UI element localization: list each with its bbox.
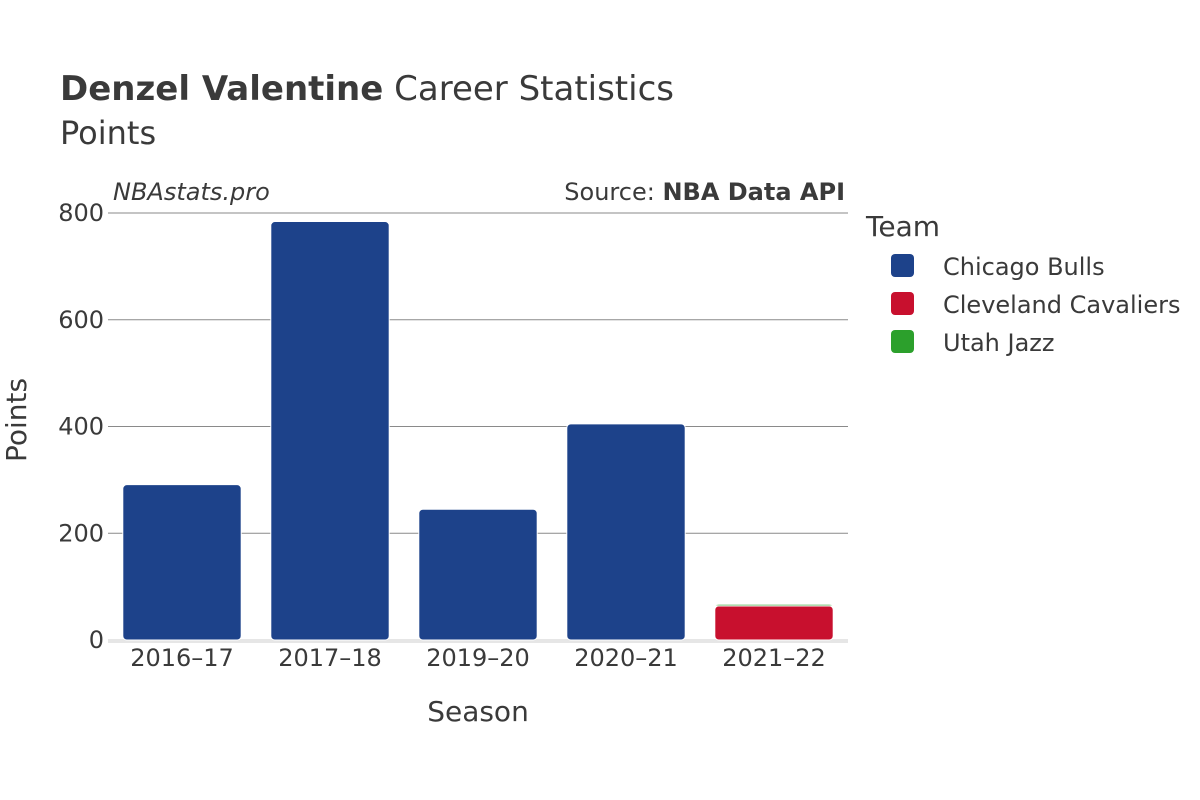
x-tick-label: 2019–20 — [426, 644, 530, 672]
y-tick-label: 800 — [58, 199, 104, 227]
x-tick-label: 2021–22 — [722, 644, 826, 672]
bars — [122, 221, 834, 641]
title-suffix — [383, 69, 394, 109]
bar-utah-jazz — [714, 603, 834, 607]
player-name: Denzel Valentine — [60, 69, 383, 109]
source-prefix: Source: — [564, 178, 662, 206]
legend-label: Utah Jazz — [943, 329, 1055, 357]
bar-chicago-bulls — [122, 484, 242, 641]
legend-items: Chicago Bulls Cleveland Cavaliers Utah Jaz… — [891, 253, 1180, 357]
legend-swatch — [891, 292, 914, 315]
y-axis-title: Points — [0, 378, 33, 462]
x-tick-label: 2020–21 — [574, 644, 678, 672]
source-name: NBA Data API — [662, 178, 845, 206]
y-tick-label: 0 — [89, 626, 104, 654]
x-axis-title: Season — [427, 695, 529, 728]
x-tick-label: 2017–18 — [278, 644, 382, 672]
y-axis-ticks: 0 200 400 600 800 — [58, 199, 104, 654]
chart-title: Denzel Valentine Career Statistics — [60, 69, 674, 109]
watermark: NBAstats.pro — [113, 178, 270, 206]
y-tick-label: 200 — [58, 519, 104, 547]
gridlines — [108, 212, 848, 643]
legend: Team Chicago Bulls Cleveland Cavaliers Uta… — [865, 210, 1180, 357]
bar-cleveland-cavaliers — [714, 605, 834, 641]
bar-chicago-bulls — [418, 508, 538, 641]
legend-label: Cleveland Cavaliers — [943, 291, 1180, 319]
source-credit: Source: NBA Data API — [564, 178, 845, 206]
x-axis-ticks: 2016–17 2017–18 2019–20 2020–21 2021–22 — [130, 644, 826, 672]
legend-swatch — [891, 330, 914, 353]
bar-chicago-bulls — [566, 423, 686, 641]
x-tick-label: 2016–17 — [130, 644, 234, 672]
legend-swatch — [891, 254, 914, 277]
chart-subtitle: Points — [60, 114, 156, 152]
legend-title: Team — [865, 210, 940, 243]
y-tick-label: 400 — [58, 413, 104, 441]
bar-chicago-bulls — [270, 221, 390, 641]
y-tick-label: 600 — [58, 306, 104, 334]
legend-label: Chicago Bulls — [943, 253, 1105, 281]
title-suffix-text: Career Statistics — [394, 69, 674, 109]
